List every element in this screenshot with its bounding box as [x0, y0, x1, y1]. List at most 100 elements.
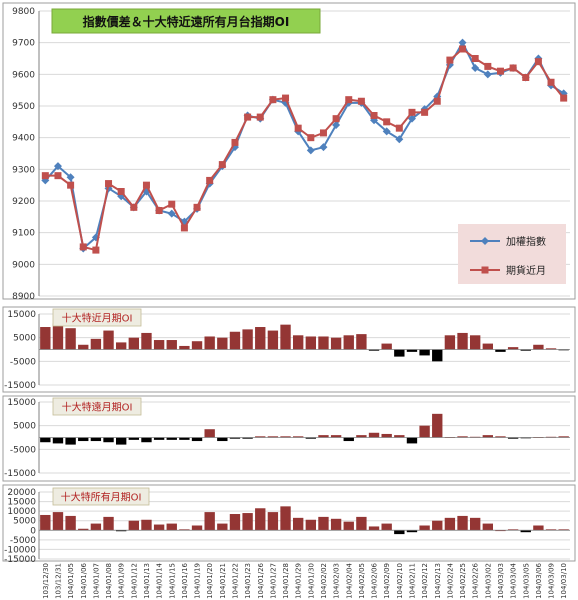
- bar: [242, 329, 253, 350]
- x-tick-label: 104/01/27: [269, 563, 277, 599]
- x-tick-label: 104/02/05: [358, 563, 366, 599]
- y-tick-label: 9000: [12, 260, 35, 270]
- point-futures: [319, 129, 327, 137]
- bar: [419, 525, 430, 531]
- bar: [90, 338, 102, 350]
- bar: [267, 436, 279, 438]
- bar: [141, 519, 152, 531]
- x-tick-label: 104/02/11: [408, 563, 416, 599]
- point-futures: [509, 64, 517, 72]
- bar: [179, 437, 190, 440]
- bar: [40, 327, 51, 350]
- legend-marker-futures: [481, 266, 489, 274]
- legend-marker-index: [481, 237, 489, 245]
- bar: [330, 435, 342, 438]
- y-tick-label: 0: [30, 526, 36, 536]
- point-futures: [269, 96, 277, 104]
- y-tick-label: 9400: [12, 134, 35, 144]
- bar: [558, 529, 569, 531]
- bar: [115, 342, 127, 350]
- bar: [141, 332, 152, 350]
- bar: [128, 337, 140, 350]
- point-futures: [180, 224, 188, 232]
- bar-chart-panel-1: -15000 -5000 5000 15000 十大特近月期OI: [2, 306, 576, 393]
- point-index: [471, 64, 480, 72]
- y-tick-label: 10000: [7, 507, 36, 517]
- point-futures: [345, 96, 353, 104]
- bar: [280, 324, 291, 350]
- point-index: [319, 143, 328, 152]
- point-index: [332, 121, 341, 129]
- bar: [432, 520, 443, 531]
- x-tick-label: 104/02/25: [459, 563, 467, 599]
- bar: [255, 327, 266, 350]
- bar-chart-title: 十大特遠月期OI: [62, 401, 133, 414]
- x-tick-label: 104/02/03: [333, 563, 341, 599]
- x-tick-label: 104/01/14: [156, 562, 164, 598]
- bar-title-background: [52, 487, 150, 506]
- x-tick-label: 104/01/26: [257, 562, 265, 598]
- bar: [90, 437, 102, 442]
- bar: [229, 437, 241, 439]
- bar: [419, 425, 430, 438]
- point-futures: [383, 118, 391, 126]
- bar: [356, 435, 367, 438]
- bar: [78, 344, 89, 350]
- y-tick-label: 9300: [12, 165, 35, 175]
- bar: [381, 343, 392, 350]
- y-tick-label: 5000: [13, 334, 36, 344]
- x-tick-label: 104/02/09: [383, 563, 391, 599]
- y-tick-label: -5000: [10, 445, 36, 455]
- point-futures: [41, 172, 49, 180]
- bar: [40, 514, 51, 531]
- x-tick-label: 104/01/13: [143, 563, 151, 599]
- bar: [469, 335, 481, 350]
- bar: [482, 343, 494, 350]
- y-tick-label: 9500: [12, 102, 35, 112]
- x-tick-label: 104/03/05: [522, 563, 530, 599]
- point-index: [167, 209, 176, 218]
- bar: [280, 506, 291, 531]
- point-futures: [446, 56, 454, 64]
- bar: [495, 349, 506, 352]
- bar: [457, 515, 468, 531]
- point-futures: [244, 113, 252, 121]
- bar: [141, 437, 152, 443]
- bar-chart-title: 十大特所有月期OI: [61, 491, 142, 504]
- point-futures: [332, 115, 340, 123]
- bar: [153, 340, 165, 350]
- x-tick-label: 104/01/23: [244, 563, 252, 599]
- point-futures: [560, 94, 568, 102]
- bar: [406, 530, 418, 533]
- point-futures: [67, 181, 75, 189]
- bar: [368, 526, 380, 531]
- bar: [217, 437, 228, 442]
- point-futures: [256, 113, 264, 121]
- bar: [191, 525, 203, 531]
- bar: [457, 436, 468, 438]
- bar: [507, 529, 519, 531]
- y-tick-label: 5000: [13, 517, 36, 527]
- y-tick-label: 9600: [12, 70, 35, 80]
- bar: [533, 525, 544, 531]
- bar: [406, 349, 418, 352]
- point-futures: [218, 161, 226, 169]
- bar: [482, 435, 494, 438]
- x-tick-label: 104/01/08: [105, 563, 113, 599]
- bar-chart-title-group: 十大特近月期OI: [52, 308, 142, 327]
- bar: [356, 334, 367, 350]
- x-tick-label: 104/03/03: [497, 563, 505, 599]
- point-futures: [117, 188, 125, 195]
- bar: [204, 336, 215, 350]
- bar: [343, 437, 354, 442]
- bar: [65, 515, 76, 531]
- point-futures: [522, 74, 530, 81]
- y-tick-label: 9100: [12, 229, 35, 239]
- point-futures: [471, 55, 479, 62]
- x-tick-label: 104/02/24: [446, 562, 454, 598]
- bar: [78, 528, 89, 531]
- x-tick-label: 104/01/29: [295, 563, 303, 599]
